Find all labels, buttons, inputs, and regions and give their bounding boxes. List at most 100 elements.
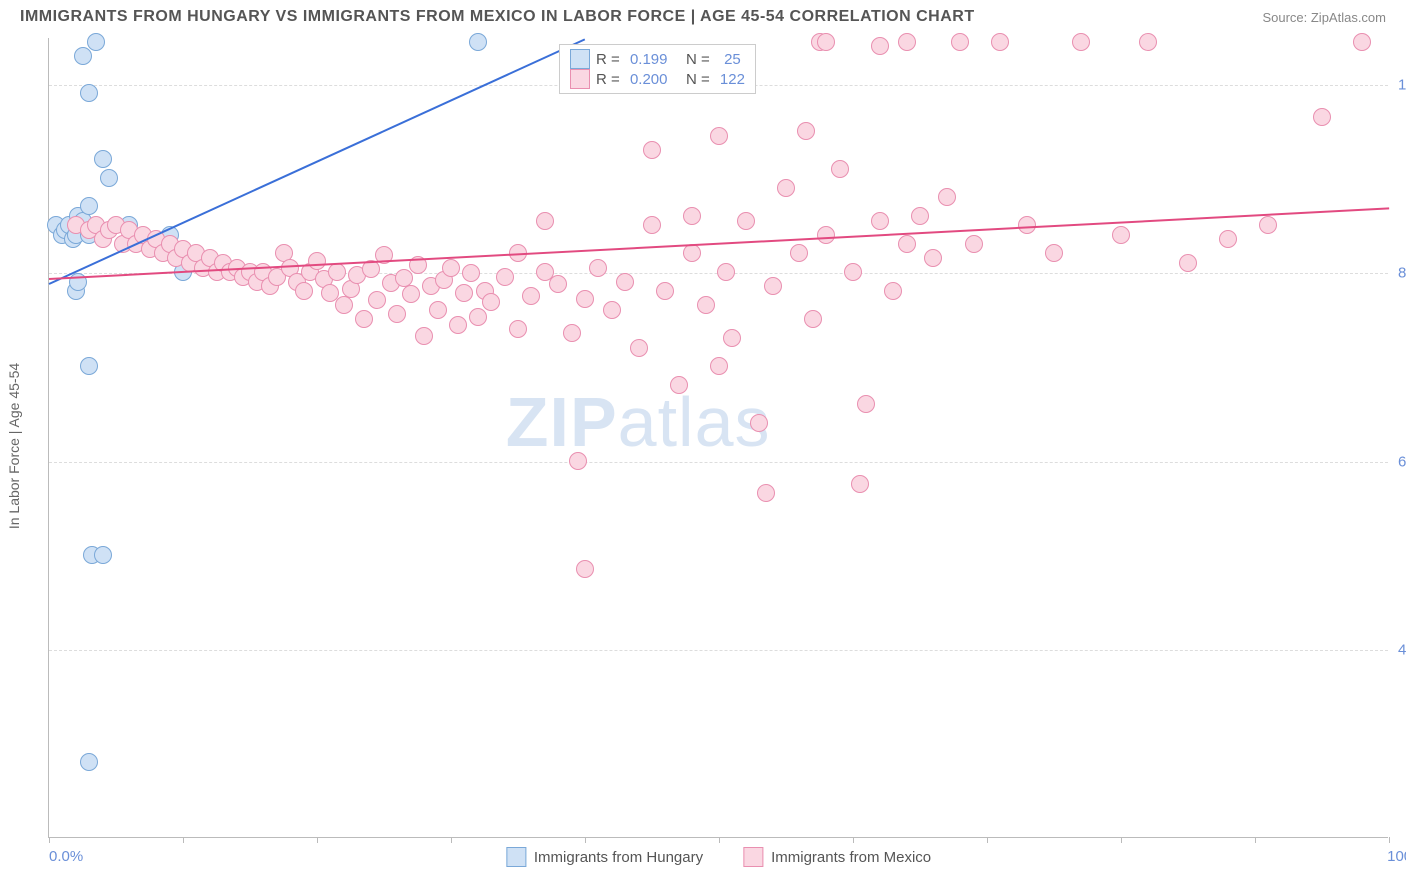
data-point — [1112, 226, 1130, 244]
data-point — [429, 301, 447, 319]
data-point — [683, 244, 701, 262]
data-point — [710, 357, 728, 375]
correlation-legend-row: R = 0.200 N = 122 — [570, 69, 745, 89]
series-legend: Immigrants from Hungary Immigrants from M… — [506, 847, 931, 867]
data-point — [898, 235, 916, 253]
data-point — [368, 291, 386, 309]
data-point — [94, 546, 112, 564]
data-point — [295, 282, 313, 300]
scatter-chart: ZIPatlas 40.0%60.0%80.0%100.0%0.0%100.0%… — [48, 38, 1388, 838]
data-point — [442, 259, 460, 277]
data-point — [1259, 216, 1277, 234]
data-point — [643, 141, 661, 159]
legend-swatch — [570, 69, 590, 89]
y-tick-label: 100.0% — [1398, 77, 1406, 94]
data-point — [757, 484, 775, 502]
n-label: N = — [673, 71, 713, 88]
data-point — [857, 395, 875, 413]
x-tick-mark — [585, 837, 586, 843]
x-tick-mark — [183, 837, 184, 843]
x-tick-mark — [1255, 837, 1256, 843]
y-tick-label: 60.0% — [1398, 453, 1406, 470]
y-tick-label: 80.0% — [1398, 265, 1406, 282]
watermark-light: atlas — [618, 383, 771, 461]
data-point — [991, 33, 1009, 51]
data-point — [482, 293, 500, 311]
correlation-legend: R = 0.199 N = 25R = 0.200 N = 122 — [559, 44, 756, 94]
y-tick-label: 40.0% — [1398, 641, 1406, 658]
data-point — [697, 296, 715, 314]
data-point — [388, 305, 406, 323]
data-point — [670, 376, 688, 394]
data-point — [355, 310, 373, 328]
x-tick-mark — [317, 837, 318, 843]
data-point — [1219, 230, 1237, 248]
series-legend-item: Immigrants from Mexico — [743, 847, 931, 867]
data-point — [496, 268, 514, 286]
data-point — [723, 329, 741, 347]
legend-swatch — [506, 847, 526, 867]
r-value: 0.199 — [630, 51, 668, 68]
source-attribution: Source: ZipAtlas.com — [1262, 10, 1386, 25]
data-point — [1139, 33, 1157, 51]
data-point — [871, 212, 889, 230]
watermark-heavy: ZIP — [506, 383, 618, 461]
data-point — [831, 160, 849, 178]
data-point — [616, 273, 634, 291]
data-point — [415, 327, 433, 345]
x-axis-max-label: 100.0% — [1387, 848, 1406, 865]
data-point — [1313, 108, 1331, 126]
data-point — [94, 150, 112, 168]
data-point — [951, 33, 969, 51]
data-point — [764, 277, 782, 295]
title-bar: IMMIGRANTS FROM HUNGARY VS IMMIGRANTS FR… — [0, 0, 1406, 30]
data-point — [80, 753, 98, 771]
data-point — [851, 475, 869, 493]
data-point — [308, 252, 326, 270]
data-point — [589, 259, 607, 277]
data-point — [683, 207, 701, 225]
data-point — [797, 122, 815, 140]
data-point — [469, 33, 487, 51]
data-point — [328, 263, 346, 281]
regression-line — [49, 38, 586, 285]
data-point — [737, 212, 755, 230]
data-point — [576, 560, 594, 578]
data-point — [656, 282, 674, 300]
correlation-legend-row: R = 0.199 N = 25 — [570, 49, 745, 69]
data-point — [717, 263, 735, 281]
data-point — [603, 301, 621, 319]
data-point — [643, 216, 661, 234]
data-point — [790, 244, 808, 262]
data-point — [938, 188, 956, 206]
data-point — [898, 33, 916, 51]
r-label: R = — [596, 71, 624, 88]
x-tick-mark — [451, 837, 452, 843]
data-point — [536, 212, 554, 230]
data-point — [455, 284, 473, 302]
series-legend-label: Immigrants from Hungary — [534, 849, 703, 866]
x-tick-mark — [1121, 837, 1122, 843]
data-point — [80, 197, 98, 215]
data-point — [87, 33, 105, 51]
n-value: 122 — [720, 71, 745, 88]
data-point — [402, 285, 420, 303]
series-legend-label: Immigrants from Mexico — [771, 849, 931, 866]
data-point — [563, 324, 581, 342]
x-tick-mark — [49, 837, 50, 843]
data-point — [74, 47, 92, 65]
n-value: 25 — [720, 51, 741, 68]
x-tick-mark — [987, 837, 988, 843]
data-point — [630, 339, 648, 357]
data-point — [884, 282, 902, 300]
data-point — [817, 33, 835, 51]
x-tick-mark — [853, 837, 854, 843]
data-point — [804, 310, 822, 328]
data-point — [100, 169, 118, 187]
gridline — [49, 462, 1388, 463]
data-point — [569, 452, 587, 470]
gridline — [49, 650, 1388, 651]
data-point — [1045, 244, 1063, 262]
data-point — [817, 226, 835, 244]
source-label: Source: — [1262, 10, 1310, 25]
